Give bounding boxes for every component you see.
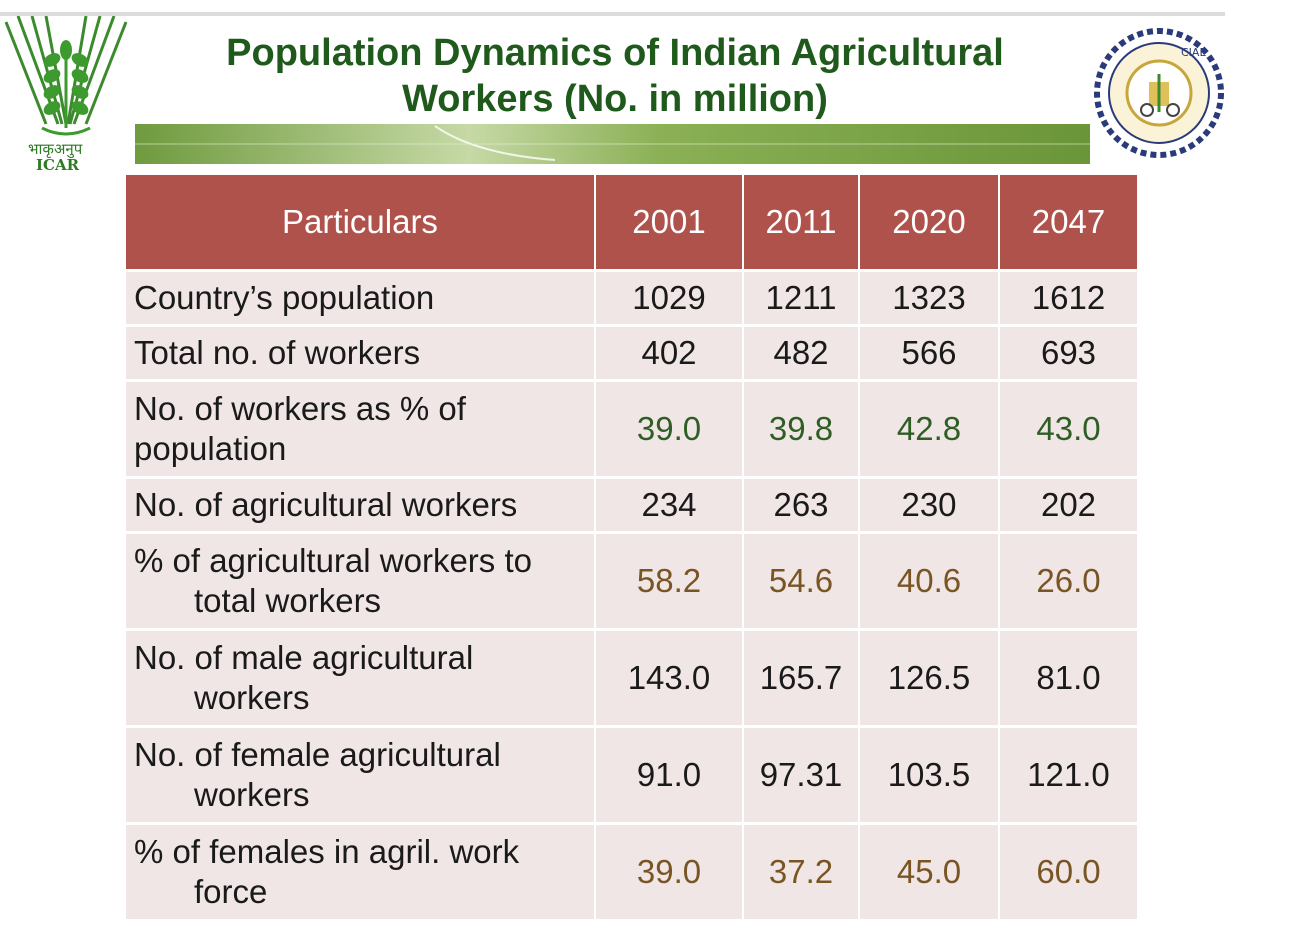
cell-value: 693	[1000, 327, 1137, 379]
cell-value: 402	[596, 327, 742, 379]
cell-value: 39.0	[596, 382, 742, 476]
cell-value: 566	[860, 327, 998, 379]
cell-value: 143.0	[596, 631, 742, 725]
cell-value: 1029	[596, 272, 742, 324]
table-row: No. of agricultural workers 234 263 230 …	[126, 479, 1137, 531]
table-row: % of agricultural workers to total worker…	[126, 534, 1137, 628]
ciae-logo-text: CIAE	[1181, 46, 1206, 59]
title-banner	[135, 124, 1090, 164]
cell-value: 45.0	[860, 825, 998, 919]
icar-logo-text: ICAR	[36, 156, 80, 174]
cell-value: 121.0	[1000, 728, 1137, 822]
table-row: % of females in agril. work force 39.0 37…	[126, 825, 1137, 919]
cell-value: 39.0	[596, 825, 742, 919]
population-table: Particulars 2001 2011 2020 2047 Country’…	[124, 172, 1139, 922]
table-row: No. of female agricultural workers 91.0 9…	[126, 728, 1137, 822]
cell-value: 126.5	[860, 631, 998, 725]
cell-value: 165.7	[744, 631, 858, 725]
cell-value: 1612	[1000, 272, 1137, 324]
table-row: Total no. of workers 402 482 566 693	[126, 327, 1137, 379]
row-label: No. of male agricultural workers	[126, 631, 594, 725]
row-label: Country’s population	[126, 272, 594, 324]
row-label: % of females in agril. work force	[126, 825, 594, 919]
cell-value: 234	[596, 479, 742, 531]
table-row: No. of male agricultural workers 143.0 16…	[126, 631, 1137, 725]
row-label: No. of agricultural workers	[126, 479, 594, 531]
table-header-row: Particulars 2001 2011 2020 2047	[126, 175, 1137, 269]
row-label: % of agricultural workers to total worker…	[126, 534, 594, 628]
cell-value: 58.2	[596, 534, 742, 628]
cell-value: 81.0	[1000, 631, 1137, 725]
header-year: 2001	[596, 175, 742, 269]
row-label: No. of female agricultural workers	[126, 728, 594, 822]
ciae-logo: CIAE	[1093, 22, 1225, 164]
page-title-line2: Workers (No. in million)	[402, 78, 828, 120]
cell-value: 482	[744, 327, 858, 379]
cell-value: 60.0	[1000, 825, 1137, 919]
table-row: No. of workers as % of population 39.0 39…	[126, 382, 1137, 476]
cell-value: 40.6	[860, 534, 998, 628]
cell-value: 37.2	[744, 825, 858, 919]
cell-value: 103.5	[860, 728, 998, 822]
top-divider	[0, 12, 1225, 16]
header-particulars: Particulars	[126, 175, 594, 269]
cell-value: 91.0	[596, 728, 742, 822]
cell-value: 42.8	[860, 382, 998, 476]
header-year: 2047	[1000, 175, 1137, 269]
cell-value: 1211	[744, 272, 858, 324]
cell-value: 54.6	[744, 534, 858, 628]
page-title-line1: Population Dynamics of Indian Agricultur…	[226, 32, 1004, 74]
cell-value: 230	[860, 479, 998, 531]
cell-value: 39.8	[744, 382, 858, 476]
icar-logo-hindi: भाकृअनुप	[28, 140, 83, 159]
row-label: Total no. of workers	[126, 327, 594, 379]
icar-logo: भाकृअनुप ICAR	[2, 15, 134, 176]
cell-value: 1323	[860, 272, 998, 324]
cell-value: 97.31	[744, 728, 858, 822]
header-year: 2011	[744, 175, 858, 269]
cell-value: 43.0	[1000, 382, 1137, 476]
cell-value: 263	[744, 479, 858, 531]
cell-value: 26.0	[1000, 534, 1137, 628]
header-year: 2020	[860, 175, 998, 269]
row-label: No. of workers as % of population	[126, 382, 594, 476]
cell-value: 202	[1000, 479, 1137, 531]
table-row: Country’s population 1029 1211 1323 1612	[126, 272, 1137, 324]
page-title: Population Dynamics of Indian Agricultur…	[135, 30, 1095, 122]
